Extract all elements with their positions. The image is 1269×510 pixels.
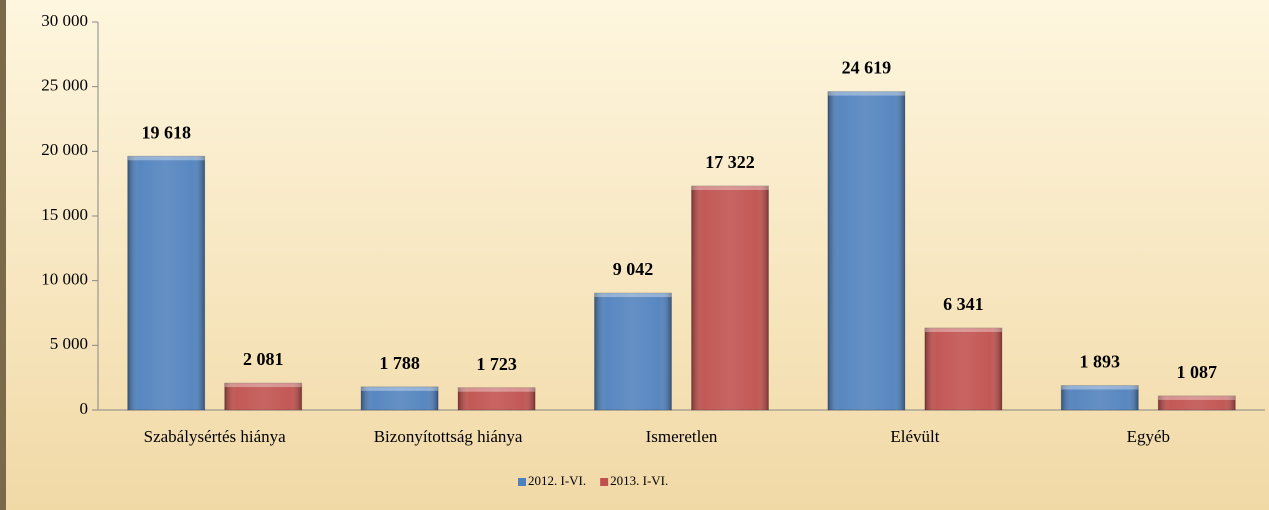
legend-swatch — [518, 478, 526, 486]
y-tick-label: 20 000 — [41, 140, 88, 159]
bar-cap — [1061, 385, 1139, 390]
y-tick-label: 0 — [80, 399, 89, 418]
bar-cap — [594, 293, 672, 298]
value-label: 24 619 — [842, 58, 892, 78]
value-label: 2 081 — [243, 349, 284, 369]
bar-cap — [361, 386, 439, 391]
value-label: 19 618 — [141, 122, 191, 142]
x-tick-label: Elévült — [890, 427, 939, 446]
frame-edge — [0, 0, 6, 510]
bar-shine — [827, 91, 905, 410]
bar-shine — [224, 383, 302, 410]
legend-label: 2013. I-VI. — [610, 473, 668, 488]
value-label: 1 893 — [1080, 352, 1121, 372]
bar-cap — [827, 91, 905, 96]
y-tick-label: 15 000 — [41, 205, 88, 224]
value-label: 17 322 — [705, 152, 755, 172]
value-label: 9 042 — [613, 259, 654, 279]
legend-swatch — [600, 478, 609, 486]
x-tick-label: Ismeretlen — [646, 427, 718, 446]
x-tick-label: Bizonyítottság hiánya — [374, 427, 523, 446]
bar-cap — [924, 327, 1002, 332]
bar-shine — [691, 185, 769, 410]
y-tick-label: 10 000 — [41, 270, 88, 289]
value-label: 1 087 — [1177, 362, 1218, 382]
bar-cap — [224, 383, 302, 388]
x-tick-label: Szabálysértés hiánya — [144, 427, 287, 446]
bar-shine — [924, 327, 1002, 410]
bar-cap — [691, 185, 769, 190]
y-tick-label: 5 000 — [50, 334, 88, 353]
bar-shine — [1061, 385, 1139, 410]
bar-cap — [127, 156, 205, 161]
y-tick-label: 25 000 — [41, 76, 88, 95]
bar-shine — [594, 293, 672, 410]
bar-shine — [361, 386, 439, 410]
bar-cap — [458, 387, 536, 392]
bar-shine — [458, 387, 536, 410]
x-tick-label: Egyéb — [1127, 427, 1170, 446]
bar-cap — [1158, 395, 1236, 400]
bar-shine — [1158, 395, 1236, 410]
y-tick-label: 30 000 — [41, 11, 88, 30]
value-label: 6 341 — [943, 294, 984, 314]
bar-shine — [127, 156, 205, 410]
value-label: 1 788 — [379, 353, 420, 373]
value-label: 1 723 — [476, 354, 517, 374]
legend-label: 2012. I-VI. — [528, 473, 586, 488]
